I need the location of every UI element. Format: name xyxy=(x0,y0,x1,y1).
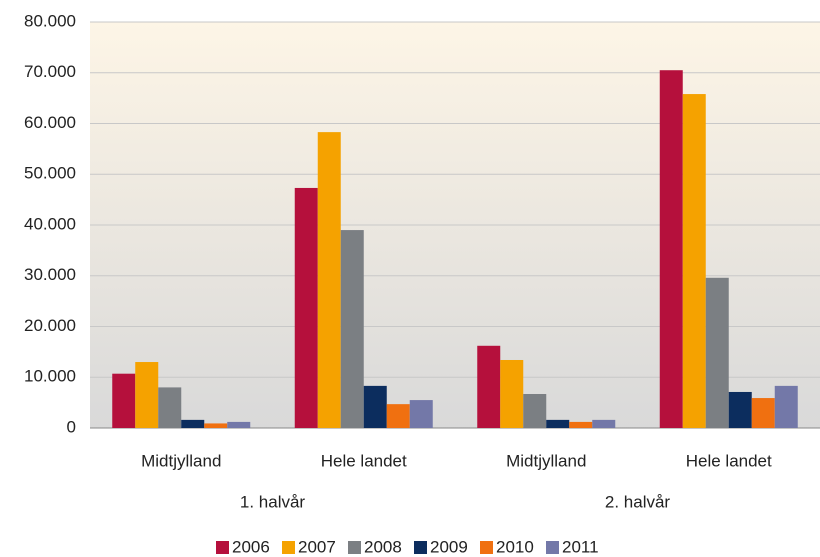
legend-label: 2011 xyxy=(562,537,599,556)
bar xyxy=(546,419,570,428)
y-tick-label: 50.000 xyxy=(24,164,76,183)
bar xyxy=(135,362,159,428)
y-tick-label: 40.000 xyxy=(24,214,76,233)
bar xyxy=(158,387,182,428)
bar xyxy=(363,385,387,428)
bar xyxy=(477,345,501,428)
bar xyxy=(204,423,228,428)
bar xyxy=(500,359,524,428)
legend-swatch xyxy=(216,541,229,554)
bar xyxy=(682,94,706,428)
legend-label: 2010 xyxy=(496,537,534,556)
bar xyxy=(340,230,364,428)
y-tick-label: 0 xyxy=(67,417,76,436)
bar xyxy=(181,419,205,428)
bar xyxy=(659,70,683,429)
bar xyxy=(523,393,547,428)
y-tick-label: 80.000 xyxy=(24,11,76,30)
y-tick-label: 70.000 xyxy=(24,62,76,81)
bar xyxy=(751,398,775,428)
legend-swatch xyxy=(348,541,361,554)
y-tick-label: 10.000 xyxy=(24,367,76,386)
bar xyxy=(294,187,318,428)
legend-label: 2007 xyxy=(298,537,336,556)
x-tick-label: Hele landet xyxy=(686,451,772,470)
bar xyxy=(386,404,410,428)
y-tick-label: 60.000 xyxy=(24,113,76,132)
x-tick-label: Midtjylland xyxy=(141,451,221,470)
legend-swatch xyxy=(546,541,559,554)
legend-label: 2006 xyxy=(232,537,270,556)
bar xyxy=(569,421,593,428)
bar xyxy=(409,400,433,428)
bar xyxy=(774,385,798,428)
bar xyxy=(592,419,616,428)
bar xyxy=(227,421,251,428)
bar xyxy=(728,391,752,428)
legend-swatch xyxy=(414,541,427,554)
bar xyxy=(705,277,729,428)
x-tick-label: Hele landet xyxy=(321,451,407,470)
group-label: 1. halvår xyxy=(240,492,306,511)
y-tick-label: 20.000 xyxy=(24,316,76,335)
legend-label: 2008 xyxy=(364,537,402,556)
bar xyxy=(317,132,341,428)
x-tick-label: Midtjylland xyxy=(506,451,586,470)
legend-label: 2009 xyxy=(430,537,468,556)
bar xyxy=(112,373,136,428)
y-tick-label: 30.000 xyxy=(24,265,76,284)
legend-swatch xyxy=(480,541,493,554)
legend-swatch xyxy=(282,541,295,554)
group-label: 2. halvår xyxy=(605,492,671,511)
